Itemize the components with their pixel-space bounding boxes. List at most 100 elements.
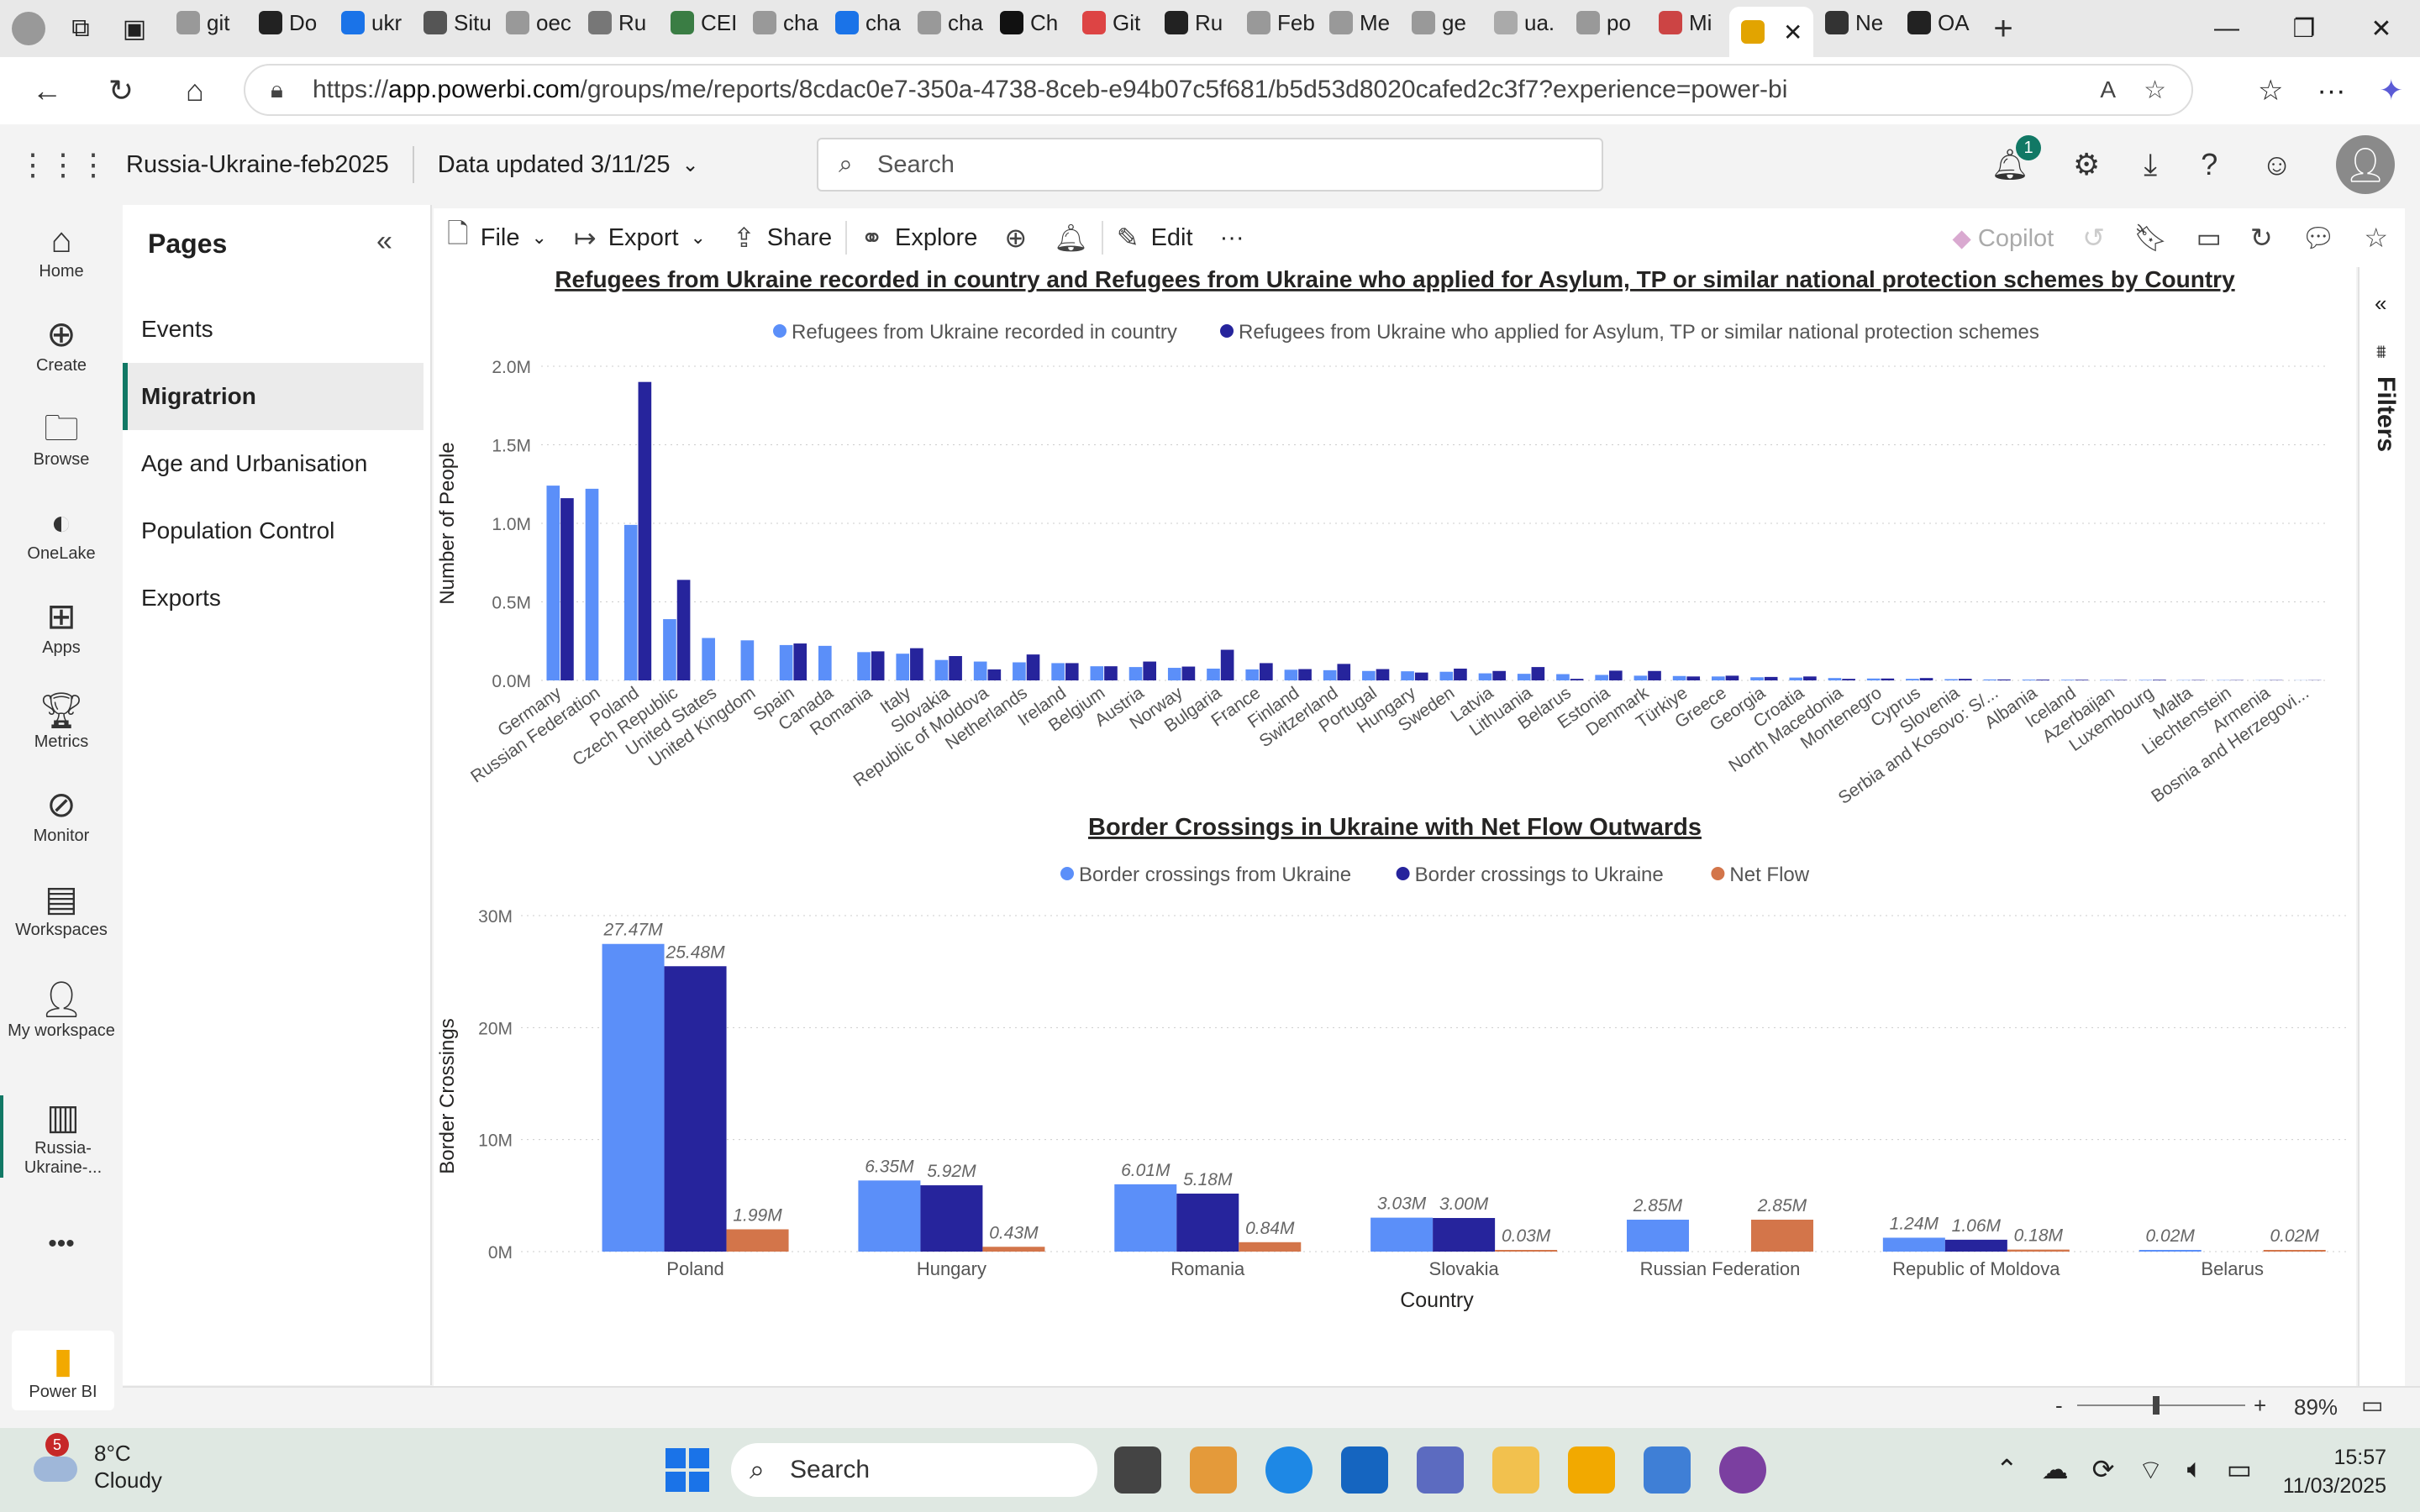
- browser-tab[interactable]: Mi: [1647, 0, 1729, 45]
- bar[interactable]: [1634, 675, 1648, 680]
- browser-tab[interactable]: Git: [1071, 0, 1153, 45]
- bar[interactable]: [1439, 671, 1454, 680]
- expand-filters-icon[interactable]: «: [2375, 291, 2387, 316]
- bar[interactable]: [1495, 1250, 1558, 1252]
- bar[interactable]: [1401, 671, 1414, 680]
- report-name[interactable]: Russia-Ukraine-feb2025: [126, 150, 389, 178]
- bar[interactable]: [1881, 678, 1895, 680]
- copilot-browser-icon[interactable]: ✦: [2379, 75, 2404, 107]
- bar[interactable]: [1370, 1217, 1434, 1252]
- browser-tab[interactable]: ✕: [1729, 7, 1813, 57]
- search-input[interactable]: ⌕ Search: [817, 138, 1603, 192]
- refugees-chart[interactable]: Refugees from Ukraine recorded in countr…: [434, 267, 2356, 805]
- bar[interactable]: [585, 488, 599, 680]
- bar[interactable]: [920, 1185, 983, 1252]
- nav-item-workspaces[interactable]: ▤ Workspaces: [0, 877, 123, 940]
- nav-item-power-bi[interactable]: ▮ Power BI: [12, 1331, 114, 1410]
- export-menu[interactable]: ↦ Export ⌄: [560, 208, 719, 267]
- bar[interactable]: [602, 943, 665, 1252]
- browser-tab[interactable]: Situ: [412, 0, 494, 45]
- browser-tab[interactable]: cha: [906, 0, 988, 45]
- more-options-button[interactable]: ···: [1207, 208, 1258, 267]
- browser-menu-icon[interactable]: ···: [2317, 74, 2346, 107]
- bar[interactable]: [1323, 669, 1337, 680]
- browser-tab[interactable]: CEI: [659, 0, 741, 45]
- page-item[interactable]: Events: [141, 316, 213, 342]
- teams-icon[interactable]: [1417, 1446, 1464, 1494]
- bar[interactable]: [1051, 663, 1065, 680]
- filters-pane[interactable]: « ⩩ Filters: [2358, 267, 2405, 1386]
- onedrive-icon[interactable]: ☁: [2041, 1454, 2069, 1484]
- bar[interactable]: [793, 643, 808, 680]
- browser-tab[interactable]: cha: [823, 0, 906, 45]
- bar[interactable]: [1128, 667, 1143, 680]
- bar[interactable]: [1866, 678, 1881, 680]
- edge-icon[interactable]: [1265, 1446, 1313, 1494]
- bar[interactable]: [949, 656, 962, 680]
- zoom-out-button[interactable]: -: [2055, 1393, 2063, 1418]
- view-icon[interactable]: ▭: [2196, 223, 2222, 253]
- bar[interactable]: [676, 580, 691, 680]
- bar[interactable]: [896, 654, 910, 680]
- bar[interactable]: [1492, 670, 1506, 680]
- bar[interactable]: [623, 524, 638, 680]
- browser-tab[interactable]: Ru: [1153, 0, 1235, 45]
- bar[interactable]: [1686, 676, 1701, 680]
- bar[interactable]: [1958, 679, 1972, 680]
- read-aloud-icon[interactable]: A: [2100, 76, 2116, 102]
- bar[interactable]: [1478, 673, 1492, 680]
- bar[interactable]: [1531, 667, 1545, 680]
- bar[interactable]: [1828, 678, 1842, 680]
- close-tab-icon[interactable]: ✕: [1783, 18, 1803, 45]
- nav-item-apps[interactable]: ⊞ Apps: [0, 595, 123, 658]
- file-explorer-icon[interactable]: [1492, 1446, 1539, 1494]
- bar[interactable]: [2263, 1250, 2326, 1252]
- close-window-button[interactable]: ✕: [2370, 14, 2392, 43]
- bar[interactable]: [1104, 666, 1118, 680]
- bar[interactable]: [2139, 1250, 2202, 1252]
- bar[interactable]: [1362, 670, 1376, 680]
- app-launcher-icon[interactable]: ⋮⋮⋮: [18, 147, 108, 181]
- bar[interactable]: [663, 619, 676, 680]
- notifications-icon[interactable]: 🔔︎ 1: [1991, 135, 2041, 182]
- bar[interactable]: [1595, 675, 1608, 680]
- help-icon[interactable]: ?: [2201, 147, 2218, 181]
- bar[interactable]: [2007, 1249, 2070, 1252]
- bar[interactable]: [857, 652, 871, 680]
- bar[interactable]: [546, 486, 560, 680]
- minimize-button[interactable]: —: [2214, 14, 2239, 42]
- new-tab-button[interactable]: +: [1993, 9, 2013, 47]
- bar[interactable]: [982, 1247, 1045, 1252]
- bar[interactable]: [1114, 1184, 1177, 1252]
- powerbi-app-icon[interactable]: [1568, 1446, 1615, 1494]
- explore-button[interactable]: ⚭ Explore: [847, 208, 991, 267]
- bar[interactable]: [664, 966, 727, 1252]
- bar[interactable]: [1570, 679, 1584, 680]
- bar[interactable]: [1065, 663, 1079, 680]
- browser-tab[interactable]: Ch: [988, 0, 1071, 45]
- bar[interactable]: [702, 638, 715, 680]
- volume-icon[interactable]: 🔈︎: [2186, 1453, 2203, 1483]
- bar[interactable]: [1750, 677, 1764, 680]
- zoom-in-button[interactable]: +: [2254, 1393, 2267, 1418]
- notepad-icon[interactable]: [1644, 1446, 1691, 1494]
- bar[interactable]: [1090, 666, 1104, 680]
- nav-item-browse[interactable]: 🗀︎ Browse: [0, 407, 123, 470]
- restore-button[interactable]: ❐: [2292, 14, 2316, 43]
- workspaces-icon[interactable]: ⧉: [71, 14, 90, 42]
- chevron-up-icon[interactable]: ⌃: [1995, 1454, 2018, 1484]
- bar[interactable]: [1376, 669, 1390, 680]
- copilot-app-icon[interactable]: [1190, 1446, 1237, 1494]
- bar[interactable]: [1608, 670, 1623, 680]
- bar[interactable]: [1220, 649, 1234, 680]
- bar[interactable]: [1803, 676, 1817, 680]
- bar[interactable]: [560, 498, 574, 680]
- bar[interactable]: [1207, 668, 1220, 680]
- bar[interactable]: [1789, 677, 1803, 680]
- more-nav-button[interactable]: •••: [48, 1230, 75, 1257]
- nav-item-home[interactable]: ⌂ Home: [0, 218, 123, 281]
- wifi-icon[interactable]: ⌔: [2138, 1455, 2164, 1485]
- feedback-icon[interactable]: ☺: [2261, 147, 2292, 181]
- bar[interactable]: [818, 645, 832, 680]
- bar[interactable]: [910, 648, 923, 680]
